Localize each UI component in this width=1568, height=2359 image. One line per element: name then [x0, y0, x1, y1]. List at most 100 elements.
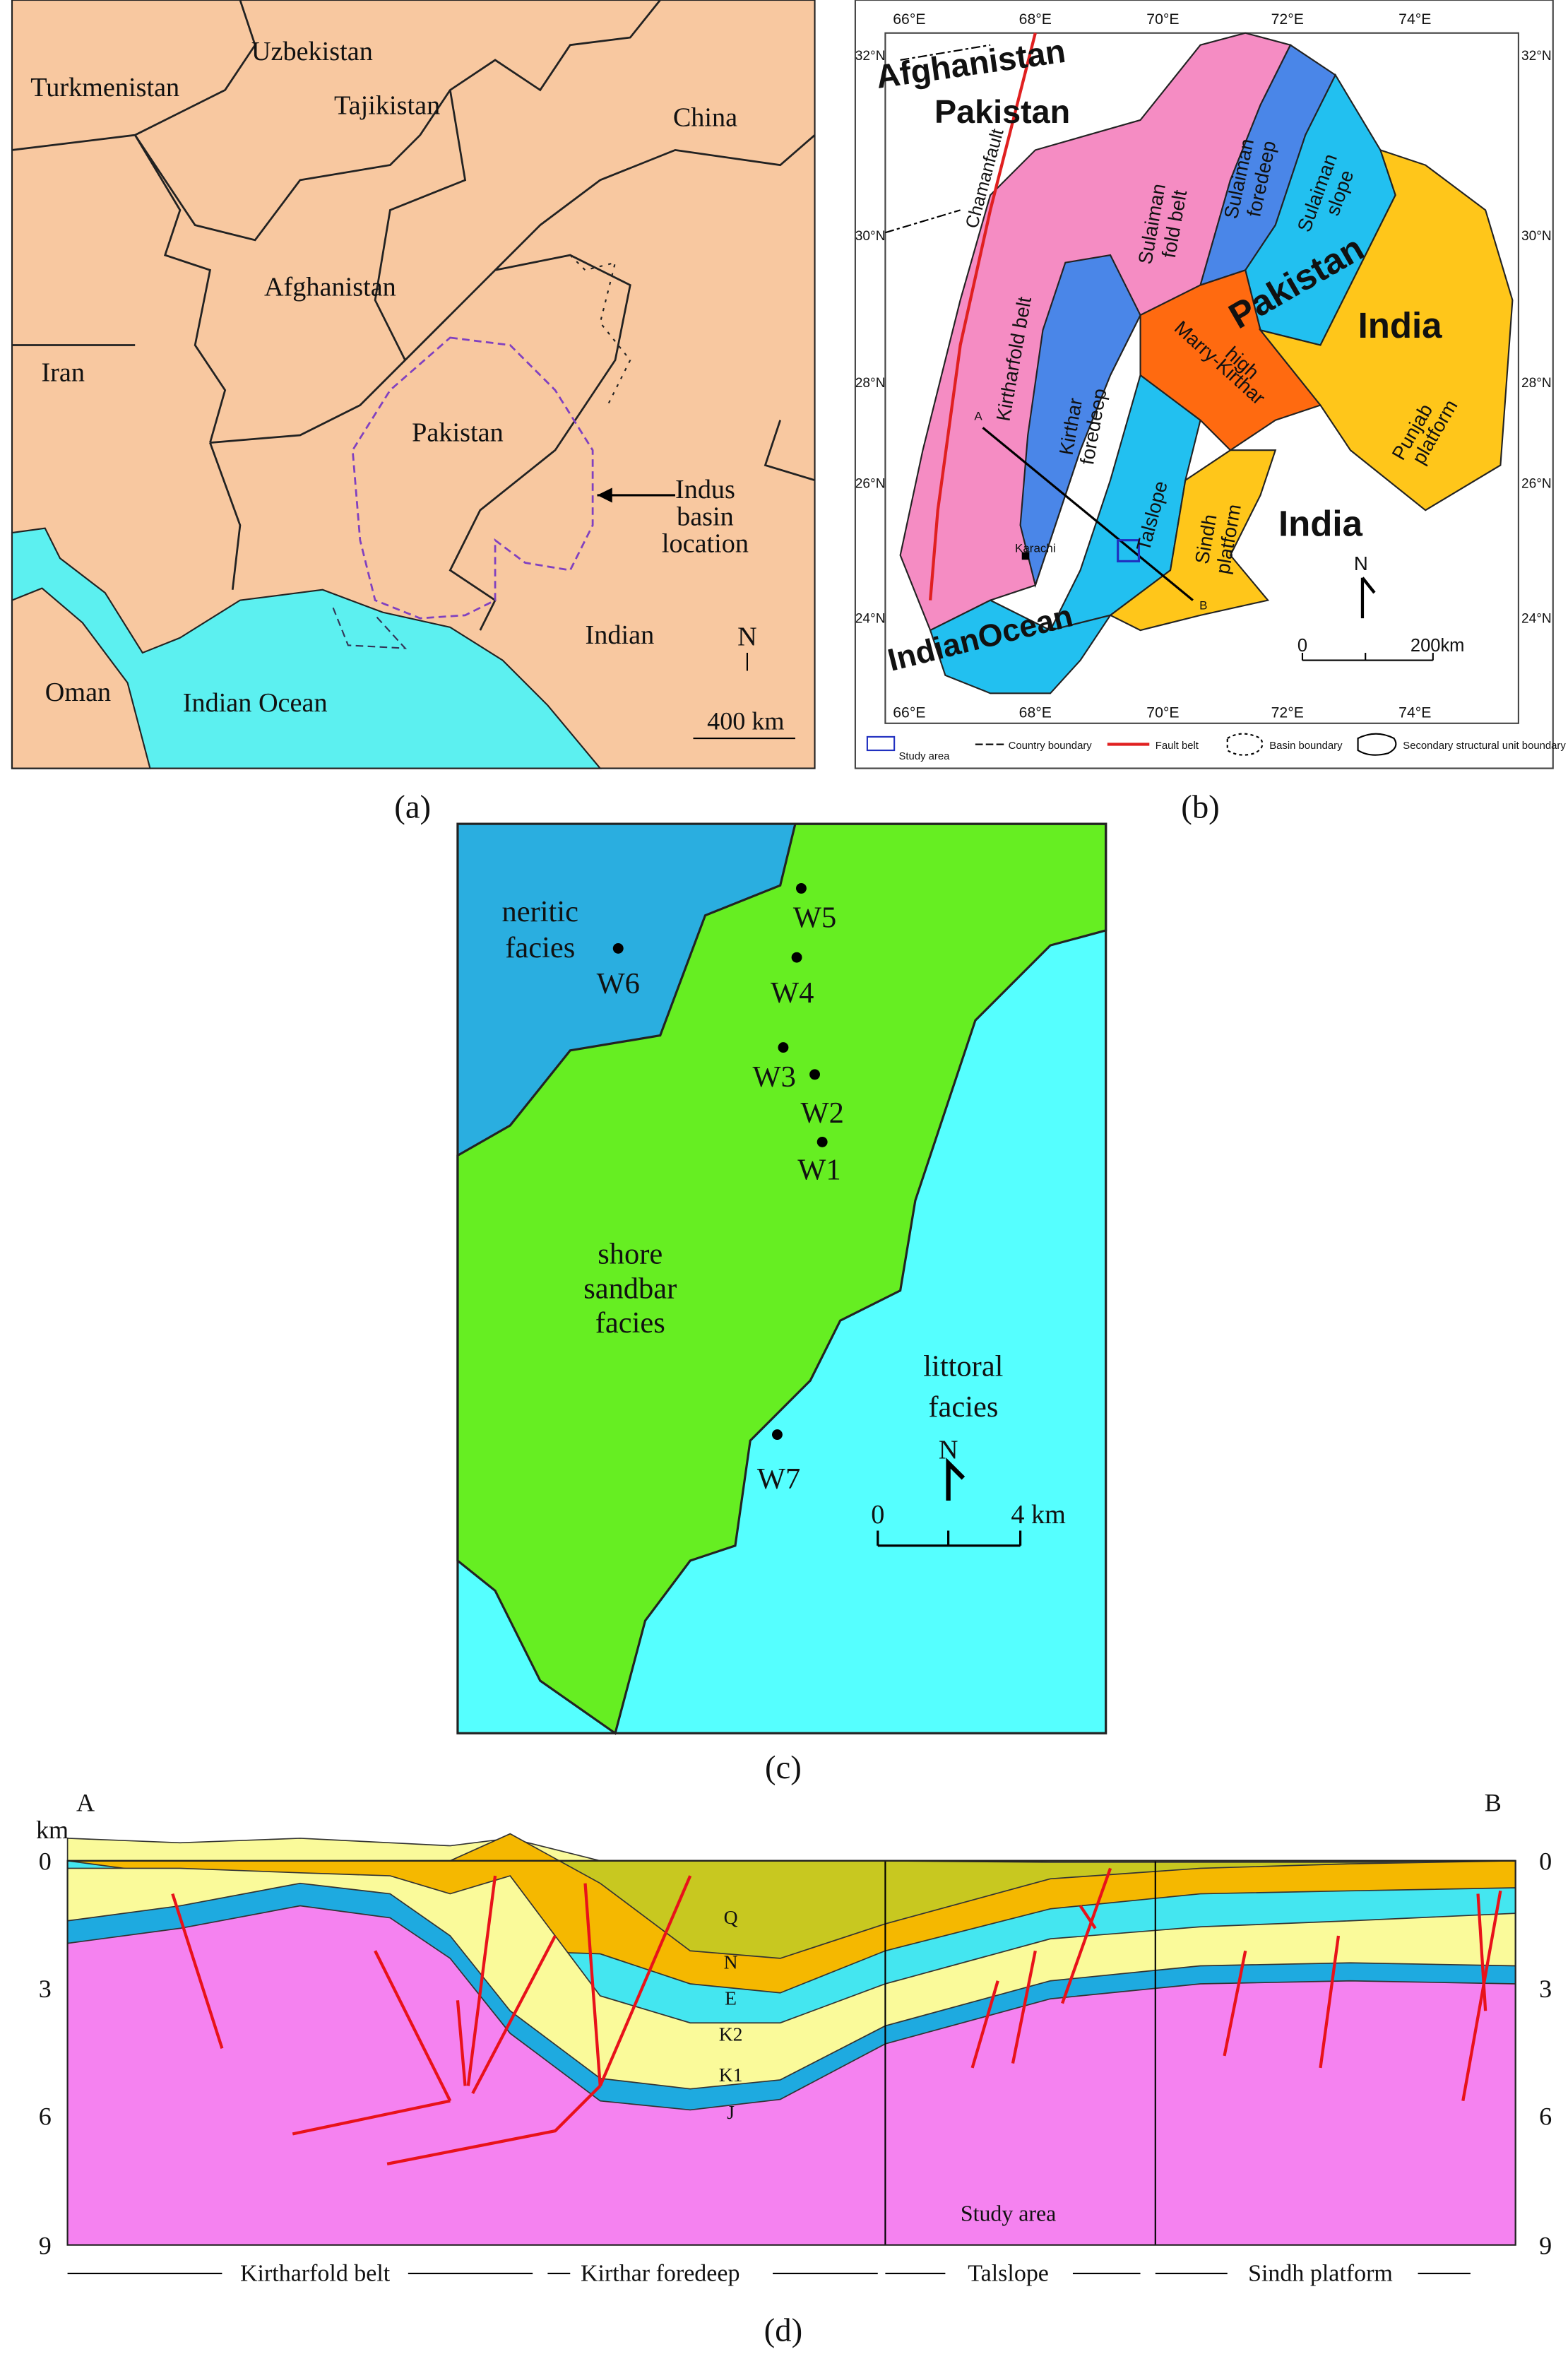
study-area-box: [1117, 539, 1141, 562]
fault: [598, 1875, 692, 2087]
country-label: Pakistan: [412, 418, 504, 447]
well-label: W4: [771, 976, 814, 1010]
karachi-point: [1021, 552, 1030, 560]
country-label: Oman: [45, 678, 111, 707]
fault-belt: [929, 32, 1037, 601]
annotation: basin: [677, 502, 734, 531]
country-label: Tajikistan: [334, 90, 440, 120]
fault: [1011, 1950, 1037, 2064]
fault: [374, 1950, 452, 2102]
north-label: N: [1354, 552, 1368, 574]
lat-tick: 32°N: [855, 49, 886, 64]
lat-tick: 28°N: [855, 376, 886, 391]
frame: [456, 822, 1107, 1734]
unit-label: Kirthar foredeep: [581, 2261, 740, 2287]
lon-tick: 66°E: [893, 11, 925, 28]
stratum-label: K1: [719, 2064, 743, 2086]
basin-outline: [351, 336, 594, 620]
annotation: location: [662, 529, 749, 559]
country-label: India: [1278, 503, 1363, 543]
facies-label: facies: [928, 1390, 998, 1424]
lon-tick: 72°E: [1271, 11, 1304, 28]
indian-ocean: [929, 599, 1112, 694]
unit-label: Sindh platform: [1248, 2261, 1393, 2287]
country-label: Turkmenistan: [30, 73, 179, 102]
city-label: Karachi: [1015, 542, 1056, 555]
legend-label: Basin boundary: [1269, 740, 1343, 752]
disputed-border: [569, 254, 631, 406]
oman-land: [11, 587, 151, 769]
legend-label: Country boundary: [1009, 740, 1093, 752]
north-label: N: [737, 622, 757, 651]
lon-tick: 68°E: [1019, 11, 1052, 28]
stratum-label: K2: [719, 2023, 743, 2045]
depth-unit: km: [36, 1816, 69, 1844]
annotation: Indus: [675, 475, 735, 504]
fault: [1476, 1893, 1487, 2011]
well-label: W7: [757, 1462, 800, 1496]
lat-tick: 26°N: [855, 476, 886, 491]
study-area-label: Study area: [961, 2201, 1056, 2226]
lat-tick: 30°N: [855, 229, 886, 244]
fault: [1223, 1950, 1247, 2057]
well-label: W6: [597, 967, 640, 1000]
section-end: B: [1199, 598, 1207, 612]
ocean: [11, 527, 602, 769]
lon-tick: 68°E: [1019, 704, 1052, 721]
legend-swatch: [1357, 733, 1397, 756]
country-label: India: [1358, 305, 1443, 345]
stratum-label: E: [725, 1987, 737, 2009]
country-boundary: [885, 44, 991, 234]
punjab-platform: [1258, 148, 1514, 512]
country-label: Afghanistan: [264, 272, 396, 302]
panel-a-map: [11, 0, 816, 769]
unit-label: Kirtharfold belt: [240, 2261, 391, 2287]
lon-tick: 74°E: [1398, 704, 1431, 721]
well-point: [612, 942, 624, 954]
fault: [1079, 1905, 1097, 1929]
unit-label: Talslope: [968, 2261, 1049, 2287]
well-point: [791, 952, 802, 963]
lat-tick: 26°N: [1521, 476, 1552, 491]
fault: [292, 2099, 451, 2136]
stratum-label: J: [727, 2101, 735, 2123]
country-label: Indian: [586, 620, 655, 650]
fault: [1461, 1890, 1502, 2102]
sindh-platform: [1109, 449, 1277, 632]
depth-tick: 6: [39, 2103, 52, 2131]
section-end: B: [1485, 1789, 1502, 1817]
scale-label: 4 km: [1011, 1500, 1066, 1530]
lat-tick: 24°N: [855, 611, 886, 626]
depth-tick: 3: [39, 1975, 52, 2003]
scale-label: 0: [871, 1500, 884, 1530]
legend-label: Fault belt: [1156, 740, 1199, 752]
panel-label: (b): [1181, 789, 1219, 826]
scale-label: 200km: [1410, 636, 1465, 656]
arrow-head: [597, 487, 612, 503]
depth-tick: 0: [1539, 1847, 1552, 1876]
section-end: A: [76, 1789, 95, 1817]
facies-label: littoral: [923, 1350, 1003, 1383]
depth-tick: 6: [1539, 2103, 1552, 2131]
scale-label: 400 km: [707, 706, 784, 735]
fault: [583, 1883, 602, 2086]
north-arrow: [1360, 577, 1376, 619]
lon-tick: 72°E: [1271, 704, 1304, 721]
well-point: [795, 883, 807, 894]
north-label: N: [939, 1436, 958, 1465]
scale-bar: [1301, 652, 1434, 661]
legend-swatch: [1226, 733, 1264, 756]
fault: [970, 1980, 999, 2069]
lat-tick: 24°N: [1521, 611, 1552, 626]
facies-label: sandbar: [583, 1272, 677, 1305]
lat-tick: 32°N: [1521, 49, 1552, 64]
section-end: A: [974, 410, 982, 423]
depth-tick: 0: [39, 1847, 52, 1876]
depth-tick: 9: [1539, 2231, 1552, 2259]
well-label: W5: [793, 901, 836, 935]
depth-tick: 3: [1539, 1975, 1552, 2003]
legend-label: Study area: [899, 751, 951, 762]
panel-c-map: [456, 822, 1107, 1735]
